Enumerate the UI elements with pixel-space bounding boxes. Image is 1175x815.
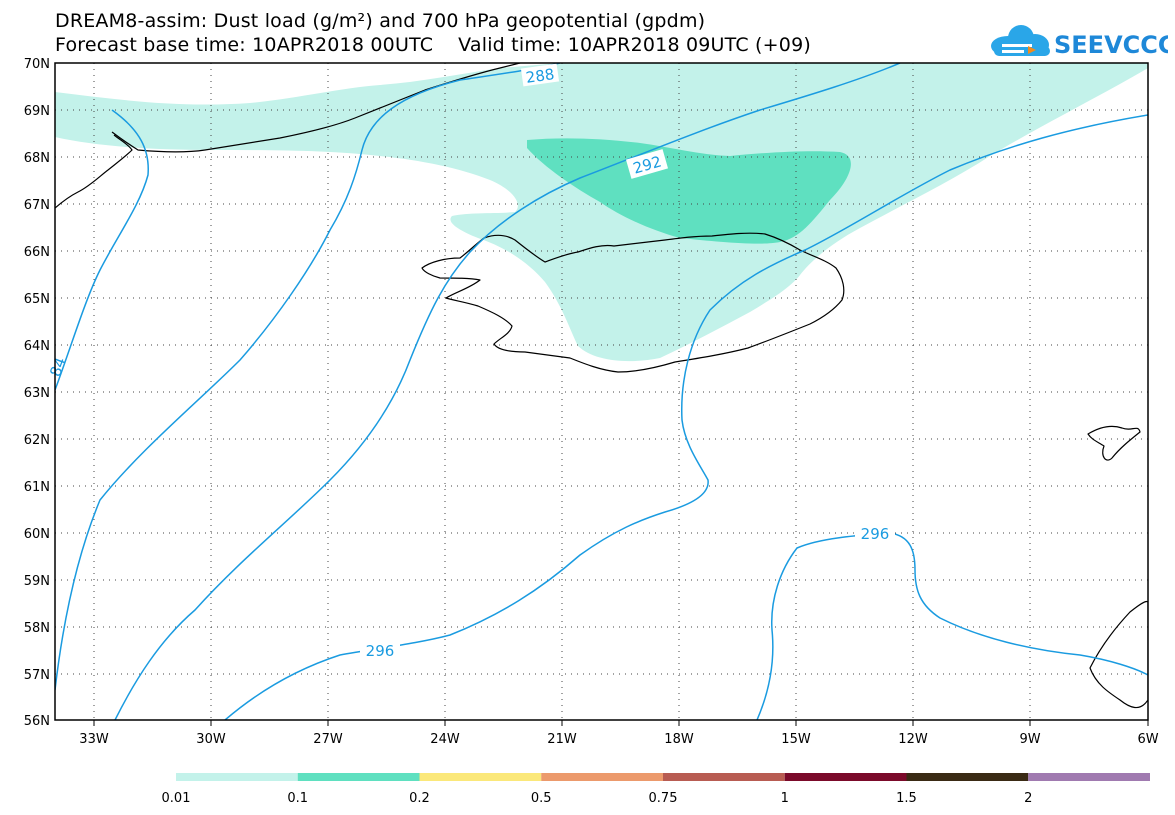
map-field: [55, 63, 1148, 362]
contour-296-east: [756, 532, 1148, 720]
legend-swatch-0: [176, 773, 298, 781]
map-subtitle: Forecast base time: 10APR2018 00UTC Vali…: [55, 34, 811, 56]
map-title: DREAM8-assim: Dust load (g/m²) and 700 h…: [55, 10, 706, 32]
legend-swatch-7: [1028, 773, 1150, 781]
legend-swatch-3: [541, 773, 663, 781]
legend-label-2: 0.2: [409, 791, 430, 806]
scotland-coast: [1089, 600, 1148, 709]
lon-label-12w: 12W: [898, 732, 928, 747]
legend-swatch-4: [663, 773, 785, 781]
map-frame: [54, 62, 1149, 721]
lat-label-63n: 63N: [24, 386, 50, 401]
coastlines: [55, 63, 1148, 709]
legend-label-4: 0.75: [649, 791, 678, 806]
legend-labels: 0.01 0.1 0.2 0.5 0.75 1 1.5 2: [162, 791, 1033, 806]
greenland-coast: [111, 63, 521, 153]
legend-swatch-1: [297, 773, 420, 781]
latitude-labels: 70N 69N 68N 67N 66N 65N 64N 63N 62N 61N …: [24, 57, 50, 729]
legend-label-5: 1: [781, 791, 789, 806]
legend-swatch-6: [906, 773, 1029, 781]
lat-label-64n: 64N: [24, 339, 50, 354]
legend-label-7: 2: [1024, 791, 1032, 806]
legend-label-3: 0.5: [531, 791, 552, 806]
lat-label-62n: 62N: [24, 433, 50, 448]
geopotential-contours: [55, 63, 1148, 720]
iceland-coast: [421, 232, 845, 373]
dust-area-low: [55, 63, 1148, 362]
dust-area-mid: [527, 138, 851, 244]
lon-label-9w: 9W: [1019, 732, 1040, 747]
faroe-coast: [1087, 425, 1141, 461]
contour-label-288: 288: [525, 65, 556, 87]
lon-label-30w: 30W: [196, 732, 226, 747]
lat-label-69n: 69N: [24, 104, 50, 119]
greenland-coast-west: [55, 134, 133, 209]
contour-labels: 288 292 296 296 84: [46, 63, 895, 660]
contour-label-284: 84: [46, 355, 69, 379]
lat-label-68n: 68N: [24, 151, 50, 166]
lon-label-33w: 33W: [79, 732, 109, 747]
lon-label-21w: 21W: [547, 732, 577, 747]
grid-lines: [55, 63, 1148, 720]
contour-288: [55, 63, 561, 691]
axis-ticks: [93, 720, 1149, 726]
contour-296-west: [224, 114, 1148, 720]
contour-label-296-east: 296: [861, 525, 890, 543]
legend-swatch-2: [419, 773, 542, 781]
lon-label-15w: 15W: [781, 732, 811, 747]
legend-label-6: 1.5: [896, 791, 917, 806]
lat-label-70n: 70N: [24, 57, 50, 72]
cloud-icon: [991, 25, 1050, 56]
longitude-labels: 33W 30W 27W 24W 21W 18W 15W 12W 9W 6W: [79, 732, 1158, 747]
lat-label-65n: 65N: [24, 292, 50, 307]
contour-label-296-west: 296: [366, 642, 395, 660]
legend-swatch-5: [784, 773, 907, 781]
lat-label-58n: 58N: [24, 621, 50, 636]
contour-292: [114, 63, 901, 720]
lon-label-6w: 6W: [1137, 732, 1158, 747]
legend-label-0: 0.01: [162, 791, 191, 806]
seevccc-logo: SEEVCCC: [991, 25, 1168, 59]
lat-label-67n: 67N: [24, 198, 50, 213]
lat-label-66n: 66N: [24, 245, 50, 260]
lon-label-18w: 18W: [664, 732, 694, 747]
logo-text: SEEVCCC: [1054, 31, 1168, 59]
lat-label-60n: 60N: [24, 527, 50, 542]
lat-label-59n: 59N: [24, 574, 50, 589]
legend-label-1: 0.1: [287, 791, 308, 806]
lat-label-56n: 56N: [24, 714, 50, 729]
lon-label-27w: 27W: [313, 732, 343, 747]
lat-label-61n: 61N: [24, 480, 50, 495]
contour-284: [55, 109, 149, 391]
lon-label-24w: 24W: [430, 732, 460, 747]
legend-colorbar: [176, 773, 1150, 781]
lat-label-57n: 57N: [24, 668, 50, 683]
